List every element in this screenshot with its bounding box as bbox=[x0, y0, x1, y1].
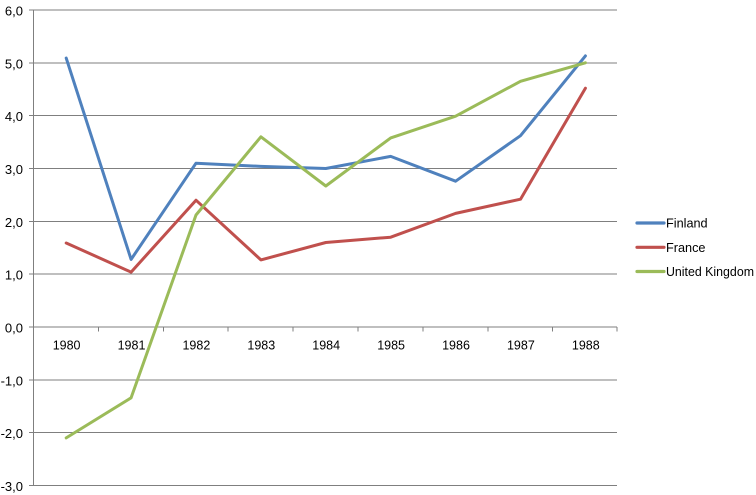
svg-text:1983: 1983 bbox=[247, 339, 275, 353]
svg-text:-3,0: -3,0 bbox=[1, 479, 23, 494]
svg-text:3,0: 3,0 bbox=[5, 162, 23, 177]
svg-text:4,0: 4,0 bbox=[5, 109, 23, 124]
svg-text:1985: 1985 bbox=[377, 339, 405, 353]
svg-text:1987: 1987 bbox=[507, 339, 535, 353]
svg-text:1986: 1986 bbox=[442, 339, 470, 353]
svg-text:France: France bbox=[666, 241, 706, 255]
svg-text:0,0: 0,0 bbox=[5, 321, 23, 336]
svg-text:United Kingdom: United Kingdom bbox=[666, 265, 754, 279]
svg-text:1988: 1988 bbox=[572, 339, 600, 353]
svg-text:5,0: 5,0 bbox=[5, 56, 23, 71]
svg-text:6,0: 6,0 bbox=[5, 4, 23, 19]
svg-text:1981: 1981 bbox=[118, 339, 146, 353]
svg-text:-2,0: -2,0 bbox=[1, 426, 23, 441]
svg-text:1980: 1980 bbox=[53, 339, 81, 353]
svg-text:1984: 1984 bbox=[312, 339, 340, 353]
svg-text:1982: 1982 bbox=[182, 339, 210, 353]
svg-text:Finland: Finland bbox=[666, 217, 708, 231]
svg-text:-1,0: -1,0 bbox=[1, 373, 23, 388]
svg-text:2,0: 2,0 bbox=[5, 215, 23, 230]
svg-text:1,0: 1,0 bbox=[5, 268, 23, 283]
